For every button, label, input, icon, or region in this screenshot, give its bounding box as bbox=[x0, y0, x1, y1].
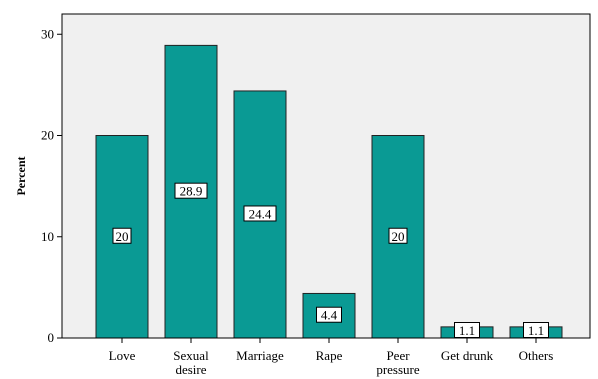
y-tick-label: 20 bbox=[41, 128, 54, 143]
y-tick-label: 30 bbox=[41, 26, 54, 41]
plot-area bbox=[61, 13, 591, 339]
category-label: Peer bbox=[386, 348, 410, 363]
y-axis-title: Percent bbox=[14, 156, 28, 195]
category-label: desire bbox=[175, 362, 206, 377]
category-label: pressure bbox=[376, 362, 420, 377]
data-label-box bbox=[243, 205, 277, 222]
data-label-box bbox=[316, 306, 342, 323]
data-label: 20 bbox=[116, 229, 129, 244]
category-label: Others bbox=[519, 348, 554, 363]
data-label-box bbox=[388, 227, 408, 244]
data-label: 1.1 bbox=[528, 323, 544, 338]
category-label: Love bbox=[109, 348, 136, 363]
data-label: 28.9 bbox=[180, 184, 203, 199]
category-label: Get drunk bbox=[441, 348, 494, 363]
y-tick-label: 0 bbox=[48, 330, 55, 345]
category-label: Marriage bbox=[236, 348, 284, 363]
y-tick-label: 10 bbox=[41, 229, 54, 244]
data-label-box bbox=[174, 182, 208, 199]
category-label: Rape bbox=[316, 348, 343, 363]
y-axis-ticks: 0 10 20 30 bbox=[41, 26, 62, 345]
data-label: 20 bbox=[392, 229, 405, 244]
data-label: 24.4 bbox=[249, 206, 272, 221]
data-label-box bbox=[112, 227, 132, 244]
data-label: 1.1 bbox=[459, 323, 475, 338]
data-label: 4.4 bbox=[321, 308, 338, 323]
category-label: Sexual bbox=[173, 348, 209, 363]
